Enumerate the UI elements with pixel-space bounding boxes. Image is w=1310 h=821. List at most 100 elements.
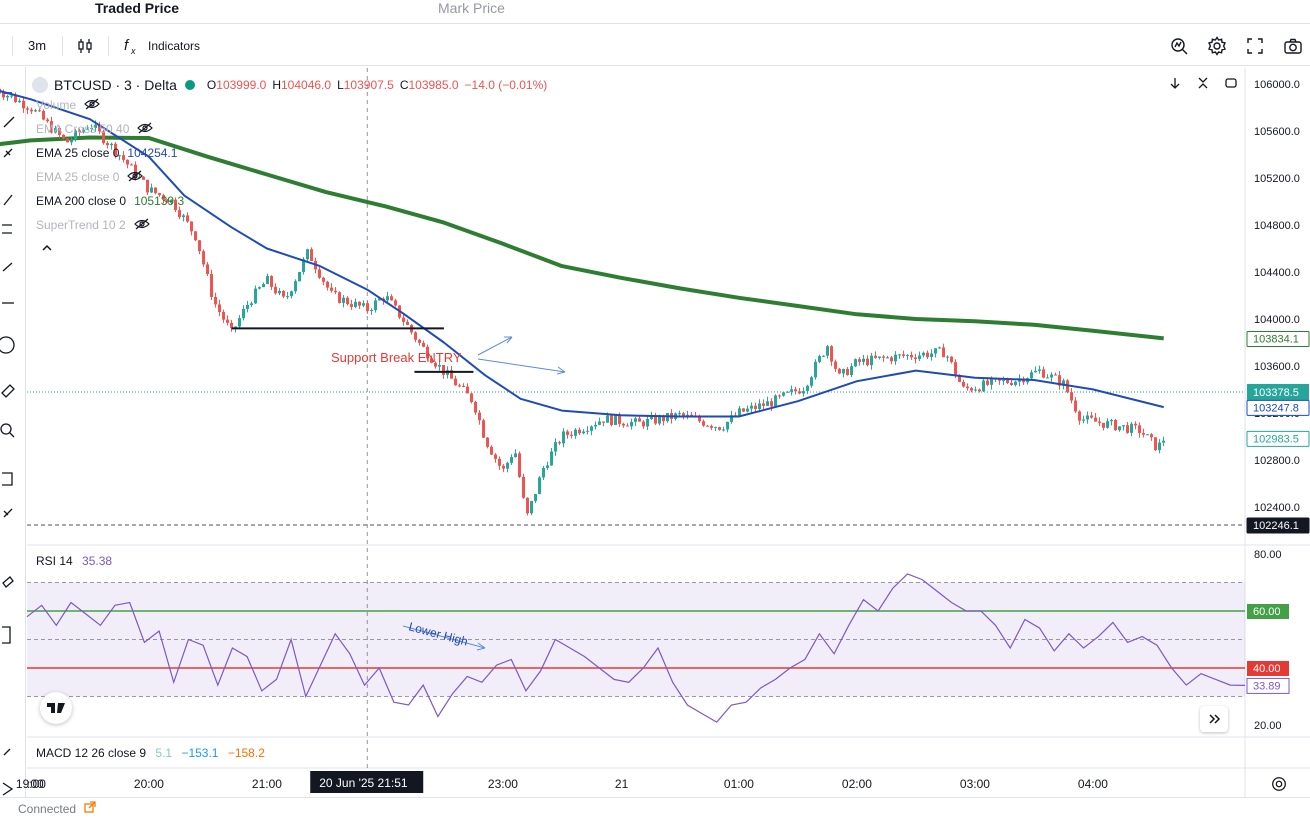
candle-body[interactable] <box>1090 415 1094 418</box>
candle-body[interactable] <box>574 429 578 436</box>
candle-body[interactable] <box>738 408 742 416</box>
candle-body[interactable] <box>462 385 466 387</box>
candle-body[interactable] <box>258 287 262 289</box>
candle-body[interactable] <box>930 353 934 358</box>
candle-body[interactable] <box>114 143 118 156</box>
eye-hidden-icon[interactable] <box>137 122 154 137</box>
candle-body[interactable] <box>378 298 382 301</box>
candle-body[interactable] <box>62 134 66 139</box>
candle-body[interactable] <box>790 389 794 392</box>
candle-body[interactable] <box>82 129 86 133</box>
candles-icon[interactable] <box>74 35 96 57</box>
candle-body[interactable] <box>862 358 866 362</box>
candle-body[interactable] <box>922 352 926 356</box>
candle-body[interactable] <box>1146 434 1150 436</box>
candle-body[interactable] <box>882 356 886 358</box>
candle-body[interactable] <box>654 415 658 424</box>
candle-body[interactable] <box>750 405 754 409</box>
candle-body[interactable] <box>878 356 882 358</box>
candle-body[interactable] <box>918 355 922 360</box>
candle-body[interactable] <box>566 431 570 435</box>
candle-body[interactable] <box>634 418 638 422</box>
candle-body[interactable] <box>1110 419 1114 422</box>
candle-body[interactable] <box>874 355 878 358</box>
candle-body[interactable] <box>26 108 30 110</box>
candle-body[interactable] <box>250 303 254 305</box>
candle-body[interactable] <box>782 392 786 396</box>
candle-body[interactable] <box>502 465 506 469</box>
candle-body[interactable] <box>274 286 278 294</box>
candle-body[interactable] <box>926 352 930 358</box>
candle-body[interactable] <box>550 451 554 466</box>
candle-body[interactable] <box>570 434 574 436</box>
candle-body[interactable] <box>594 424 598 427</box>
candle-body[interactable] <box>1006 380 1010 383</box>
chart-canvas[interactable]: 102400.0102800.0103200.0103600.0104000.0… <box>0 0 1310 797</box>
candle-body[interactable] <box>266 276 270 284</box>
candle-body[interactable] <box>130 164 134 166</box>
candle-body[interactable] <box>270 276 274 287</box>
candle-body[interactable] <box>762 403 766 406</box>
candle-body[interactable] <box>1118 426 1122 431</box>
candle-body[interactable] <box>770 401 774 407</box>
candle-body[interactable] <box>942 347 946 358</box>
candle-body[interactable] <box>254 288 258 304</box>
candle-body[interactable] <box>362 303 366 306</box>
candle-body[interactable] <box>106 143 110 146</box>
indicators-button[interactable]: Indicators <box>148 39 201 53</box>
candle-body[interactable] <box>542 467 546 478</box>
candle-body[interactable] <box>990 378 994 385</box>
indicator-legend-row[interactable]: EMA Cross 50 40 <box>32 117 547 141</box>
candle-body[interactable] <box>998 378 1002 381</box>
candle-body[interactable] <box>310 249 314 261</box>
candle-body[interactable] <box>1122 425 1126 427</box>
candle-body[interactable] <box>426 346 430 359</box>
candle-body[interactable] <box>1154 437 1158 451</box>
candle-body[interactable] <box>442 364 446 375</box>
candle-body[interactable] <box>10 95 14 97</box>
candle-body[interactable] <box>434 362 438 367</box>
candle-body[interactable] <box>470 393 474 402</box>
candle-body[interactable] <box>374 300 378 311</box>
candle-body[interactable] <box>1042 369 1046 378</box>
move-down-icon[interactable] <box>1168 76 1182 90</box>
candle-body[interactable] <box>766 401 770 406</box>
candle-body[interactable] <box>342 297 346 303</box>
candle-body[interactable] <box>886 357 890 359</box>
candle-body[interactable] <box>1106 421 1110 428</box>
indicator-legend-row[interactable]: EMA 200 close 0 105139.3 <box>32 189 547 213</box>
candle-body[interactable] <box>650 415 654 420</box>
candle-body[interactable] <box>982 380 986 392</box>
rsi-line[interactable] <box>26 573 1246 723</box>
candle-body[interactable] <box>206 264 210 275</box>
candle-body[interactable] <box>1138 425 1142 434</box>
candle-body[interactable] <box>1162 440 1166 443</box>
candle-body[interactable] <box>910 354 914 358</box>
candle-body[interactable] <box>590 426 594 431</box>
tab-traded-price[interactable]: Traded Price <box>95 0 180 16</box>
candle-body[interactable] <box>230 322 234 328</box>
candle-body[interactable] <box>662 416 666 422</box>
candle-body[interactable] <box>826 346 830 356</box>
price-pane[interactable] <box>27 68 1245 544</box>
candle-body[interactable] <box>1082 419 1086 421</box>
candle-body[interactable] <box>962 381 966 387</box>
candle-body[interactable] <box>482 420 486 438</box>
candle-body[interactable] <box>2 93 6 98</box>
candle-body[interactable] <box>622 423 626 426</box>
candle-body[interactable] <box>1038 369 1042 371</box>
candle-body[interactable] <box>242 308 246 319</box>
candle-body[interactable] <box>90 128 94 130</box>
candle-body[interactable] <box>498 458 502 466</box>
candle-body[interactable] <box>190 221 194 232</box>
candle-body[interactable] <box>530 501 534 514</box>
candle-body[interactable] <box>326 281 330 288</box>
candle-body[interactable] <box>414 332 418 340</box>
interval-button[interactable]: 3m <box>28 38 47 53</box>
candle-body[interactable] <box>814 361 818 378</box>
candle-body[interactable] <box>554 442 558 452</box>
candle-body[interactable] <box>950 356 954 363</box>
candle-body[interactable] <box>578 429 582 434</box>
collapse-pane-icon[interactable] <box>1196 76 1210 90</box>
